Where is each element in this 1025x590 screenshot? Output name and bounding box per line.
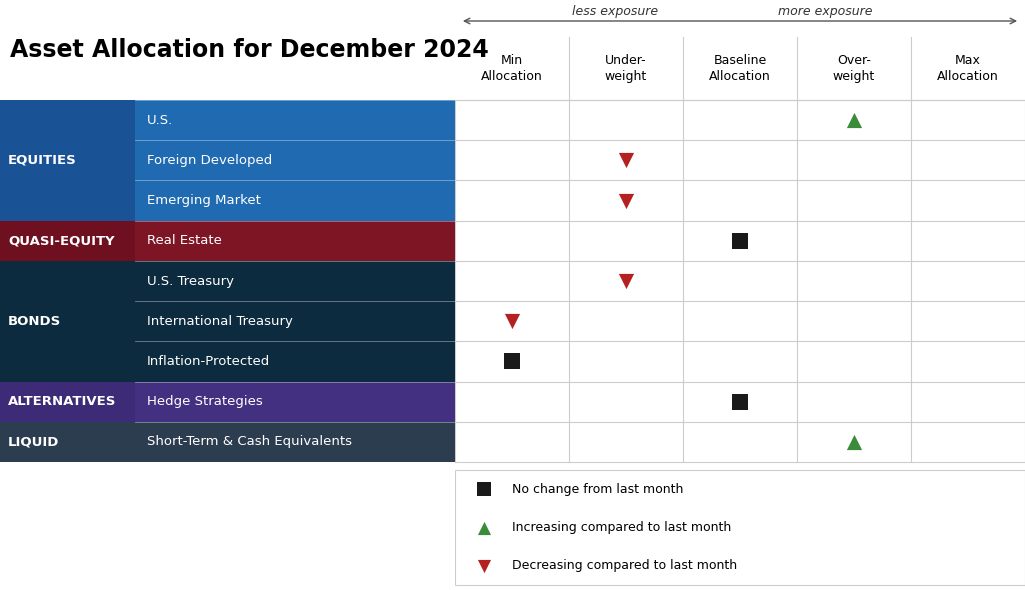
- Bar: [135, 100, 455, 140]
- Bar: [0, 382, 135, 422]
- Bar: [455, 100, 1025, 140]
- Bar: [455, 470, 1025, 585]
- Text: Increasing compared to last month: Increasing compared to last month: [512, 521, 731, 534]
- Bar: [135, 301, 455, 342]
- Bar: [455, 261, 1025, 301]
- Bar: [135, 140, 455, 181]
- Text: EQUITIES: EQUITIES: [8, 154, 77, 167]
- Point: [732, 397, 748, 407]
- Text: less exposure: less exposure: [572, 5, 658, 18]
- Bar: [135, 342, 455, 382]
- Bar: [455, 140, 1025, 181]
- Point: [476, 561, 492, 571]
- Bar: [135, 382, 455, 422]
- Text: Max
Allocation: Max Allocation: [937, 54, 999, 83]
- Text: Emerging Market: Emerging Market: [147, 194, 261, 207]
- Text: Real Estate: Real Estate: [147, 234, 221, 247]
- Bar: [135, 221, 455, 261]
- Bar: [455, 221, 1025, 261]
- Bar: [0, 221, 135, 261]
- Bar: [135, 422, 455, 462]
- Text: QUASI-EQUITY: QUASI-EQUITY: [8, 234, 115, 247]
- Text: Min
Allocation: Min Allocation: [481, 54, 543, 83]
- Text: International Treasury: International Treasury: [147, 314, 293, 327]
- Text: U.S.: U.S.: [147, 114, 173, 127]
- Point: [732, 236, 748, 245]
- Bar: [455, 342, 1025, 382]
- Point: [618, 196, 634, 205]
- Text: Decreasing compared to last month: Decreasing compared to last month: [512, 559, 737, 572]
- Point: [618, 156, 634, 165]
- Text: Over-
weight: Over- weight: [833, 54, 875, 83]
- Point: [476, 484, 492, 494]
- Point: [846, 116, 862, 125]
- Text: U.S. Treasury: U.S. Treasury: [147, 274, 234, 287]
- Text: Inflation-Protected: Inflation-Protected: [147, 355, 271, 368]
- Bar: [0, 261, 135, 382]
- Text: Baseline
Allocation: Baseline Allocation: [709, 54, 771, 83]
- Point: [504, 316, 521, 326]
- Text: more exposure: more exposure: [778, 5, 872, 18]
- Text: LIQUID: LIQUID: [8, 435, 59, 448]
- Text: Under-
weight: Under- weight: [605, 54, 647, 83]
- Text: Short-Term & Cash Equivalents: Short-Term & Cash Equivalents: [147, 435, 352, 448]
- Text: Asset Allocation for December 2024: Asset Allocation for December 2024: [10, 38, 489, 62]
- Bar: [455, 382, 1025, 422]
- Point: [618, 276, 634, 286]
- Text: No change from last month: No change from last month: [512, 483, 684, 496]
- Point: [846, 437, 862, 447]
- Bar: [455, 422, 1025, 462]
- Bar: [0, 100, 135, 221]
- Bar: [135, 181, 455, 221]
- Bar: [455, 301, 1025, 342]
- Point: [476, 523, 492, 532]
- Text: BONDS: BONDS: [8, 314, 62, 327]
- Point: [504, 357, 521, 366]
- Bar: [0, 422, 135, 462]
- Bar: [135, 261, 455, 301]
- Text: Hedge Strategies: Hedge Strategies: [147, 395, 262, 408]
- Text: ALTERNATIVES: ALTERNATIVES: [8, 395, 117, 408]
- Bar: [455, 181, 1025, 221]
- Text: Foreign Developed: Foreign Developed: [147, 154, 273, 167]
